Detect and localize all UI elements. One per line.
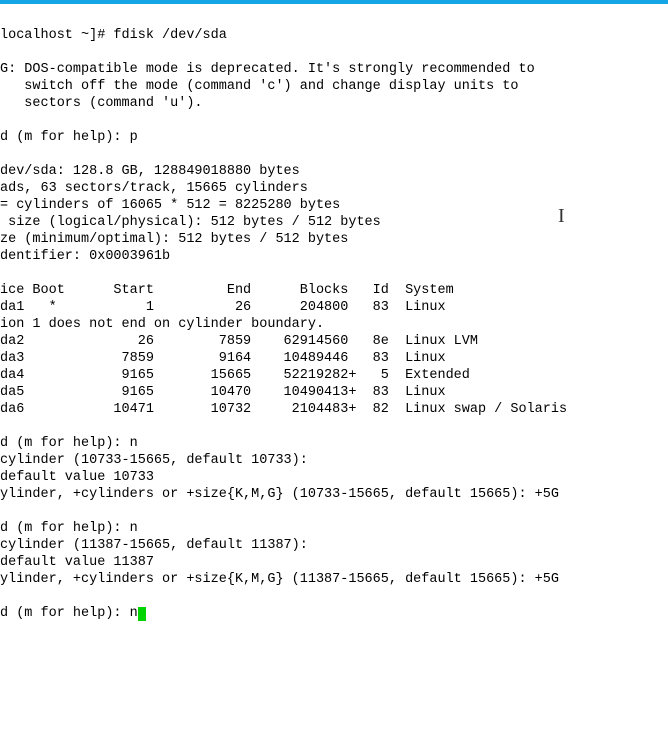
disk-info-l2: ads, 63 sectors/track, 15665 cylinders	[0, 181, 308, 196]
new1-l3: default value 10733	[0, 470, 154, 485]
fdisk-input-n: n	[130, 436, 138, 451]
blank	[0, 504, 8, 519]
cmd-prompt-n3: d (m for help): n	[0, 606, 146, 621]
disk-info-l5: ze (minimum/optimal): 512 bytes / 512 by…	[0, 232, 348, 247]
part-row-sda6: da6 10471 10732 2104483+ 82 Linux swap /…	[0, 402, 567, 417]
part-row-sda3: da3 7859 9164 10489446 83 Linux	[0, 351, 446, 366]
cmd-prompt-n2: d (m for help): n	[0, 521, 138, 536]
fdisk-input-p: p	[130, 130, 138, 145]
command-fdisk: fdisk /dev/sda	[113, 28, 226, 43]
blank	[0, 113, 8, 128]
new2-l4: ylinder, +cylinders or +size{K,M,G} (113…	[0, 572, 559, 587]
fdisk-prompt: d (m for help):	[0, 130, 130, 145]
warning-l1: G: DOS-compatible mode is deprecated. It…	[0, 62, 535, 77]
part-row-sda1: da1 * 1 26 204800 83 Linux	[0, 300, 446, 315]
fdisk-prompt: d (m for help):	[0, 521, 130, 536]
prompt-line: localhost ~]# fdisk /dev/sda	[0, 28, 227, 43]
new2-l3: default value 11387	[0, 555, 154, 570]
disk-info-l1: dev/sda: 128.8 GB, 128849018880 bytes	[0, 164, 300, 179]
disk-info-l6: dentifier: 0x0003961b	[0, 249, 170, 264]
disk-info-l4: size (logical/physical): 512 bytes / 512…	[0, 215, 381, 230]
warning-l2: switch off the mode (command 'c') and ch…	[0, 79, 518, 94]
terminal-cursor	[138, 607, 146, 621]
part-row-sda5: da5 9165 10470 10490413+ 83 Linux	[0, 385, 446, 400]
fdisk-prompt: d (m for help):	[0, 436, 130, 451]
fdisk-input-n: n	[130, 606, 138, 621]
blank	[0, 45, 8, 60]
warning-l3: sectors (command 'u').	[0, 96, 203, 111]
disk-info-l3: = cylinders of 16065 * 512 = 8225280 byt…	[0, 198, 340, 213]
new1-l2: cylinder (10733-15665, default 10733):	[0, 453, 308, 468]
blank	[0, 266, 8, 281]
part-row-sda4: da4 9165 15665 52219282+ 5 Extended	[0, 368, 470, 383]
shell-prompt: localhost ~]#	[0, 28, 113, 43]
part-row-sda2: da2 26 7859 62914560 8e Linux LVM	[0, 334, 478, 349]
new1-l4: ylinder, +cylinders or +size{K,M,G} (107…	[0, 487, 559, 502]
new2-l2: cylinder (11387-15665, default 11387):	[0, 538, 308, 553]
cmd-prompt-p: d (m for help): p	[0, 130, 138, 145]
fdisk-prompt: d (m for help):	[0, 606, 130, 621]
blank	[0, 589, 8, 604]
part-table-header: ice Boot Start End Blocks Id System	[0, 283, 454, 298]
terminal-output[interactable]: localhost ~]# fdisk /dev/sda G: DOS-comp…	[0, 4, 668, 622]
blank	[0, 147, 8, 162]
cmd-prompt-n1: d (m for help): n	[0, 436, 138, 451]
fdisk-input-n: n	[130, 521, 138, 536]
blank	[0, 419, 8, 434]
part-boundary-note: ion 1 does not end on cylinder boundary.	[0, 317, 324, 332]
